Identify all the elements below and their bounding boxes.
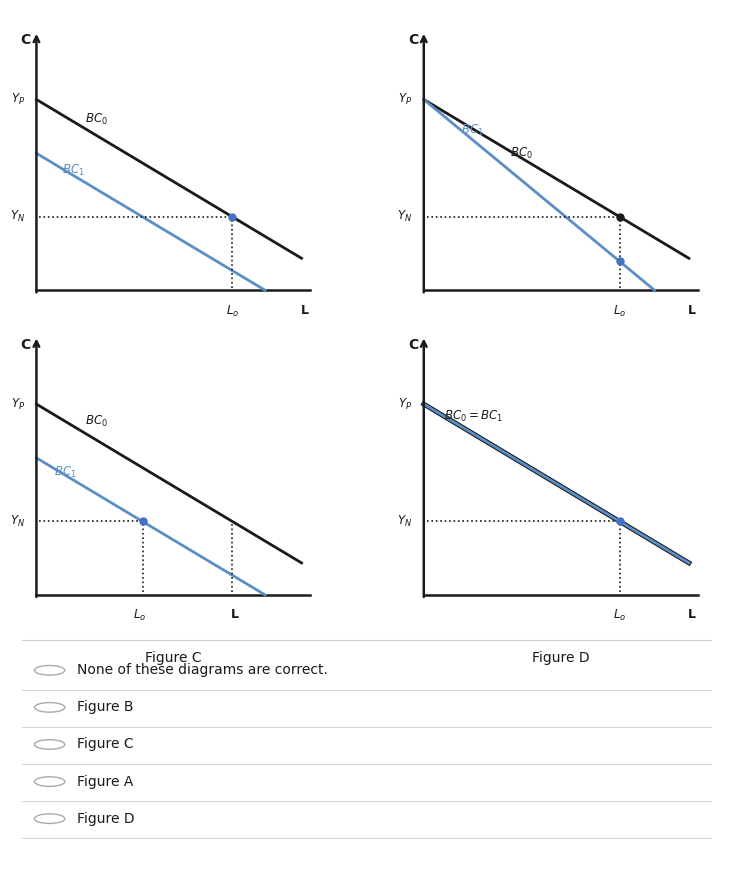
- Text: $Y_N$: $Y_N$: [397, 209, 413, 225]
- Text: $BC_0 = BC_1$: $BC_0 = BC_1$: [444, 409, 503, 424]
- Text: $BC_0$: $BC_0$: [510, 146, 533, 161]
- Text: C: C: [21, 33, 31, 47]
- Text: $BC_0$: $BC_0$: [85, 111, 109, 127]
- Text: $BC_1$: $BC_1$: [461, 123, 484, 138]
- Text: Figure D: Figure D: [532, 652, 589, 665]
- Text: $BC_1$: $BC_1$: [54, 465, 76, 480]
- Text: $BC_1$: $BC_1$: [62, 163, 85, 179]
- Text: Figure B: Figure B: [77, 700, 134, 714]
- Text: C: C: [408, 338, 418, 352]
- Text: L: L: [300, 304, 308, 317]
- Text: $Y_N$: $Y_N$: [10, 514, 25, 529]
- Text: C: C: [408, 33, 418, 47]
- Text: L: L: [688, 304, 696, 317]
- Text: $Y_P$: $Y_P$: [11, 396, 25, 412]
- Text: $Y_P$: $Y_P$: [11, 92, 25, 107]
- Text: $L_o$: $L_o$: [613, 304, 626, 319]
- Text: Figure A: Figure A: [77, 774, 134, 788]
- Text: $Y_P$: $Y_P$: [398, 396, 413, 412]
- Text: L: L: [231, 608, 239, 621]
- Text: $Y_N$: $Y_N$: [397, 514, 413, 529]
- Text: C: C: [21, 338, 31, 352]
- Text: $BC_0$: $BC_0$: [85, 414, 109, 429]
- Text: Figure C: Figure C: [77, 738, 134, 752]
- Text: Figure A: Figure A: [145, 347, 202, 361]
- Text: $Y_P$: $Y_P$: [398, 92, 413, 107]
- Text: $L_o$: $L_o$: [133, 608, 146, 624]
- Text: Figure B: Figure B: [532, 347, 589, 361]
- Text: Figure C: Figure C: [145, 652, 202, 665]
- Text: Figure D: Figure D: [77, 812, 135, 826]
- Text: $Y_N$: $Y_N$: [10, 209, 25, 225]
- Text: $L_o$: $L_o$: [613, 608, 626, 624]
- Text: None of these diagrams are correct.: None of these diagrams are correct.: [77, 664, 328, 678]
- Text: $L_o$: $L_o$: [226, 304, 239, 319]
- Text: L: L: [688, 608, 696, 621]
